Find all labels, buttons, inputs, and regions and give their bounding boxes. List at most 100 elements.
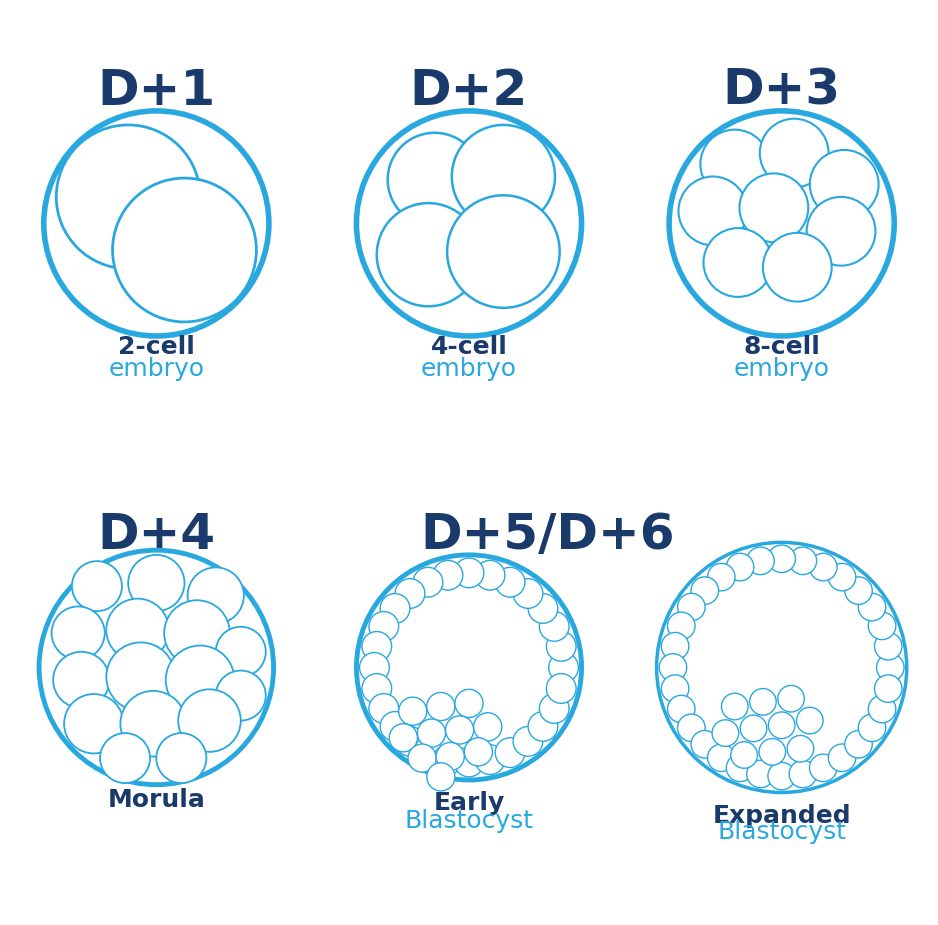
Circle shape [691,731,719,758]
Circle shape [807,197,875,265]
Circle shape [120,691,186,757]
Text: D+5/D+6: D+5/D+6 [420,511,674,559]
Circle shape [768,712,794,738]
Circle shape [712,720,738,746]
Circle shape [874,675,902,702]
Text: Blastocyst: Blastocyst [404,808,534,833]
Circle shape [701,130,769,199]
Circle shape [869,612,896,639]
Circle shape [44,111,269,336]
Circle shape [413,567,443,597]
Text: embryo: embryo [734,357,830,381]
Circle shape [539,694,569,723]
Circle shape [549,652,579,683]
Circle shape [380,594,410,623]
Circle shape [417,719,446,747]
Circle shape [408,744,436,772]
Circle shape [513,726,543,757]
Circle shape [447,195,560,308]
Circle shape [768,762,795,790]
Circle shape [474,713,502,741]
Circle shape [677,593,705,621]
Circle shape [809,553,837,581]
Circle shape [721,693,748,720]
Circle shape [668,696,695,722]
Circle shape [809,754,837,782]
Text: D+2: D+2 [410,67,528,115]
Circle shape [413,738,443,768]
Circle shape [546,632,576,661]
Circle shape [659,654,687,681]
Circle shape [427,763,455,791]
Circle shape [56,125,200,269]
Circle shape [747,547,774,574]
Text: D+4: D+4 [98,511,216,559]
Circle shape [763,233,832,302]
Text: embryo: embryo [421,357,517,381]
Circle shape [164,600,230,666]
Circle shape [129,555,185,611]
Circle shape [356,111,582,336]
Circle shape [668,612,695,639]
Circle shape [661,633,688,660]
Circle shape [387,133,481,227]
Circle shape [778,685,804,712]
Circle shape [106,598,169,661]
Circle shape [446,716,474,744]
Circle shape [427,693,455,721]
Circle shape [53,652,110,708]
Circle shape [362,632,392,661]
Circle shape [113,179,256,322]
Circle shape [72,561,122,611]
Circle shape [677,714,705,742]
Circle shape [796,708,823,734]
Circle shape [539,611,569,641]
Circle shape [528,594,558,623]
Circle shape [64,694,124,754]
Circle shape [359,652,389,683]
Circle shape [828,563,855,591]
Circle shape [455,689,483,718]
Text: 4-cell: 4-cell [431,335,507,359]
Circle shape [707,563,735,591]
Circle shape [828,744,855,771]
Circle shape [528,711,558,741]
Circle shape [216,627,265,677]
Circle shape [704,228,772,297]
Text: Morula: Morula [107,788,205,812]
Circle shape [768,545,795,573]
Circle shape [436,743,464,771]
Circle shape [869,696,896,722]
Circle shape [495,567,525,597]
Circle shape [661,675,688,702]
Circle shape [433,561,462,590]
Circle shape [739,173,809,242]
Circle shape [759,738,785,765]
Circle shape [464,738,492,766]
Circle shape [858,714,885,742]
Circle shape [731,742,757,769]
Text: Blastocyst: Blastocyst [718,820,846,844]
Circle shape [876,654,904,681]
Circle shape [740,715,766,742]
Circle shape [389,723,417,752]
Circle shape [454,558,484,587]
Circle shape [166,646,234,714]
Circle shape [216,671,265,721]
Text: 8-cell: 8-cell [743,335,820,359]
Circle shape [845,731,872,758]
Circle shape [452,125,555,228]
Circle shape [707,744,735,771]
Circle shape [678,177,748,245]
Circle shape [106,643,175,711]
Circle shape [657,542,907,793]
Circle shape [100,734,150,783]
Circle shape [747,760,774,788]
Circle shape [726,754,754,782]
Text: D+3: D+3 [722,67,840,115]
Circle shape [874,633,902,660]
Circle shape [789,760,817,788]
Circle shape [157,734,206,783]
Circle shape [787,735,813,762]
Circle shape [433,745,462,774]
